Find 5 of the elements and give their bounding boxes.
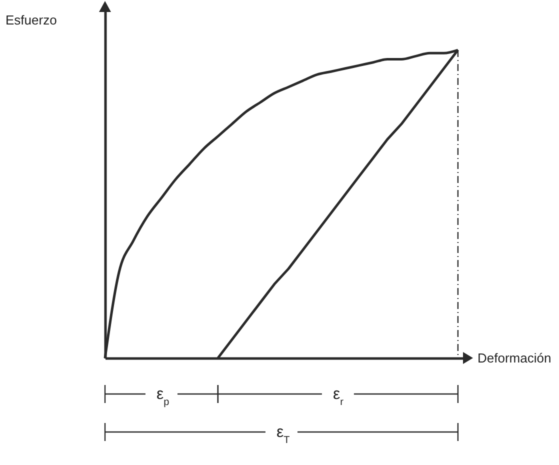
x-axis-title: Deformación <box>478 350 552 366</box>
y-axis-title: Esfuerzo <box>6 12 57 28</box>
text: ε$_{p}$ <box>156 386 170 408</box>
text: ε$_{T}$ <box>276 424 290 446</box>
text: ε$_{r}$ <box>332 386 344 408</box>
